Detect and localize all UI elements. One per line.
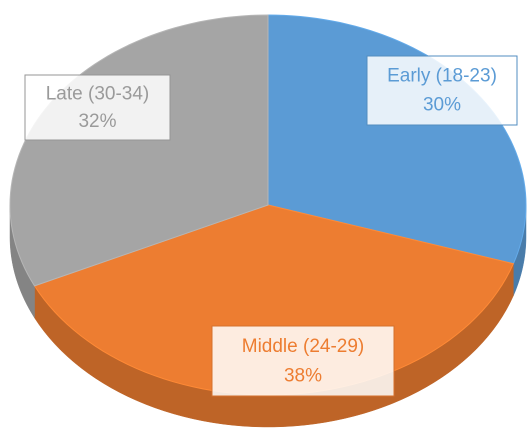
data-labels: Early (18-23) 30% Middle (24-29) 38% Late (3… — [24, 55, 518, 397]
label-box — [211, 325, 395, 397]
value-label: 38% — [284, 365, 322, 386]
category-label: Middle (24-29) — [242, 336, 365, 357]
value-label: 30% — [423, 95, 461, 116]
label-box — [366, 55, 518, 126]
value-label: 32% — [78, 111, 116, 132]
category-label: Late (30-34) — [46, 84, 150, 105]
category-label: Early (18-23) — [387, 66, 497, 87]
label-box — [24, 74, 171, 141]
